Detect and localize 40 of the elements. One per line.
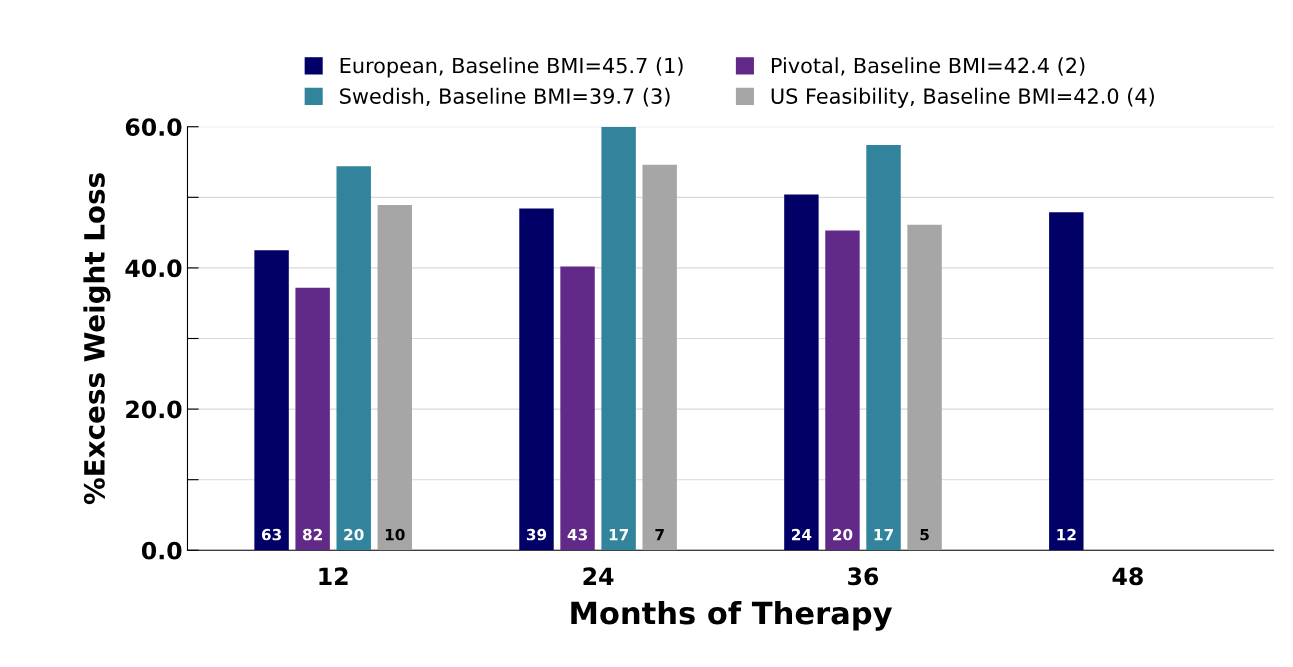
bar [1049,212,1084,551]
annotation: 20 [344,528,364,541]
bar [254,250,289,551]
x-tick-label: 12 [319,567,348,585]
y-tick-label: 20.0 [126,400,182,419]
annotation: 12 [1057,528,1076,541]
bar [642,164,677,551]
y-tick-label: 60.0 [125,118,182,137]
annotation: 7 [655,529,664,541]
x-tick-label: 48 [1112,567,1143,586]
x-tick-label: 24 [583,567,614,585]
legend-label: Swedish, Baseline BMI=39.7 (3) [340,87,670,107]
x-axis-title: Months of Therapy [571,600,893,631]
bar [336,166,371,551]
y-tick-label: 40.0 [125,259,182,278]
y-axis-title: %Excess Weight Loss [83,173,111,505]
legend-label: Pivotal, Baseline BMI=42.4 (2) [771,57,1085,76]
annotation: 63 [261,528,282,541]
bar [519,208,554,551]
bar [377,205,412,551]
annotation: 10 [385,528,405,541]
bar [784,194,819,551]
y-tick-label: 0.0 [141,541,182,560]
annotation: 17 [874,529,893,541]
annotation: 39 [526,528,547,541]
legend-label: European, Baseline BMI=45.7 (1) [340,57,683,78]
annotation: 20 [833,528,853,541]
bar [560,266,595,551]
annotation: 17 [609,529,629,541]
bar [825,230,860,551]
annotation: 43 [567,528,587,541]
annotation: 5 [920,529,929,541]
legend-label: US Feasibility, Baseline BMI=42.0 (4) [771,87,1154,108]
annotation: 24 [791,528,812,541]
bar [295,287,330,551]
annotation: 82 [302,528,322,541]
bar [601,126,636,551]
x-tick-label: 36 [848,567,879,586]
bar [907,224,942,551]
bar [866,145,901,551]
